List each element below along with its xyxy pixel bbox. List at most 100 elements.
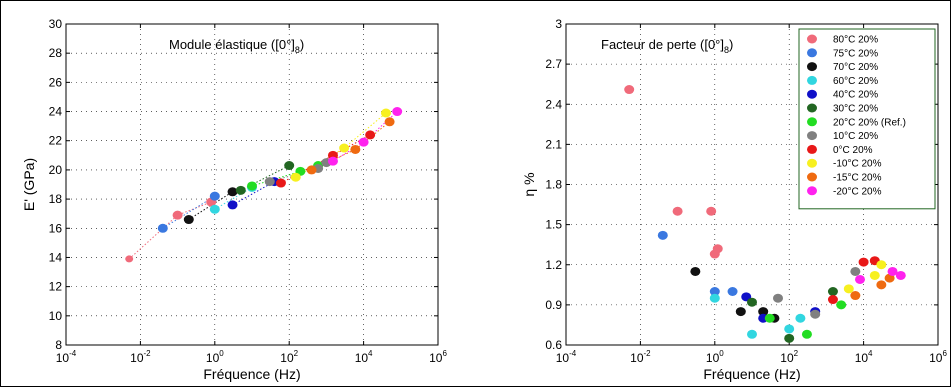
series-m20C <box>327 107 403 166</box>
x-tick-base: 10 <box>355 351 369 365</box>
legend-label: -15°C 20% <box>833 173 882 184</box>
legend-marker <box>807 103 817 113</box>
series-60C <box>709 293 806 339</box>
y-tick-label: 26 <box>49 75 63 89</box>
data-point <box>284 161 295 171</box>
legend-label: 10°C 20% <box>833 131 878 142</box>
series-m10C <box>290 108 391 182</box>
legend-label: -10°C 20% <box>833 159 882 170</box>
data-point <box>887 266 898 276</box>
x-tick-exponent: 2 <box>794 349 799 358</box>
x-tick-label: 10-4 <box>56 349 77 365</box>
legend-marker <box>807 172 817 182</box>
y-tick-label: 10 <box>49 309 63 323</box>
legend-box <box>798 28 936 210</box>
data-point <box>747 329 757 339</box>
legend-marker <box>807 144 817 154</box>
x-tick-label: 102 <box>780 349 798 365</box>
data-point <box>784 333 795 343</box>
x-tick-label: 10-2 <box>130 349 151 365</box>
data-point <box>672 206 683 216</box>
y-tick-label: 1.5 <box>545 218 562 232</box>
y-tick-label: 24 <box>49 105 63 119</box>
data-point <box>339 143 350 153</box>
x-tick-base: 10 <box>56 351 70 365</box>
x-tick-exponent: 0 <box>219 349 224 358</box>
data-point <box>764 313 775 323</box>
data-point <box>895 270 906 280</box>
chart-title-main: Module élastique ([0°] <box>169 37 295 52</box>
data-point <box>735 307 746 317</box>
data-point <box>876 260 887 270</box>
data-point <box>172 210 183 220</box>
x-tick-base: 10 <box>556 351 570 365</box>
x-tick-base: 10 <box>780 351 794 365</box>
data-point <box>850 291 861 301</box>
x-tick-label: 102 <box>280 349 298 365</box>
legend-label: 70°C 20% <box>833 62 878 73</box>
x-tick-exponent: 6 <box>442 349 447 358</box>
x-tick-base: 10 <box>280 351 294 365</box>
legend-marker <box>807 186 817 196</box>
data-point <box>758 307 769 317</box>
data-point <box>358 137 369 147</box>
y-tick-label: 2.4 <box>545 97 562 111</box>
legend-marker <box>807 75 817 85</box>
data-point <box>657 230 668 240</box>
x-tick-base: 10 <box>630 351 644 365</box>
chart-title-subscript: 8 <box>724 45 729 55</box>
data-point <box>247 181 257 191</box>
data-point <box>854 274 865 284</box>
y-tick-label: 14 <box>49 250 63 264</box>
series-20C <box>764 300 847 339</box>
legend-label: 75°C 20% <box>833 48 878 59</box>
x-tick-base: 10 <box>429 351 443 365</box>
series-m10C <box>843 260 887 294</box>
data-point <box>773 293 784 303</box>
x-tick-exponent: -2 <box>644 349 652 358</box>
y-tick-label: 1.2 <box>545 258 562 272</box>
x-tick-label: 106 <box>429 349 447 365</box>
data-point <box>850 266 861 276</box>
x-tick-exponent: 0 <box>719 349 724 358</box>
series-m15C <box>850 273 895 301</box>
data-point <box>227 200 238 210</box>
data-point <box>869 270 880 280</box>
legend-label: -20°C 20% <box>833 186 882 197</box>
x-tick-exponent: 4 <box>868 349 873 358</box>
data-point <box>843 284 854 294</box>
legend-marker <box>807 34 817 44</box>
legend-marker <box>807 158 817 168</box>
x-tick-base: 10 <box>706 351 720 365</box>
chart-title: Facteur de perte ([0°]8) <box>601 37 733 55</box>
x-tick-exponent: 4 <box>368 349 373 358</box>
x-tick-exponent: -4 <box>569 349 577 358</box>
data-point <box>712 244 723 254</box>
legend-marker <box>807 89 817 99</box>
data-point <box>784 324 795 334</box>
x-tick-base: 10 <box>206 351 220 365</box>
data-point <box>264 177 275 187</box>
series-75C <box>657 230 738 296</box>
chart-title-main: Facteur de perte ([0°] <box>601 37 724 52</box>
data-point <box>384 117 395 127</box>
legend-label: 0°C 20% <box>833 145 873 156</box>
data-point <box>275 178 286 188</box>
y-tick-label: 1.8 <box>545 178 562 192</box>
x-tick-label: 104 <box>855 349 873 365</box>
data-point <box>157 223 168 233</box>
series-line-m15C <box>311 121 390 171</box>
series-30C <box>747 287 838 343</box>
y-axis-label: η % <box>521 172 537 196</box>
data-point <box>827 295 838 305</box>
x-tick-label: 104 <box>355 349 373 365</box>
y-tick-label: 8 <box>55 338 62 352</box>
y-tick-label: 20 <box>49 163 63 177</box>
x-tick-base: 10 <box>855 351 869 365</box>
x-tick-exponent: -2 <box>144 349 152 358</box>
x-tick-label: 100 <box>706 349 724 365</box>
x-tick-base: 10 <box>130 351 144 365</box>
data-point <box>690 266 701 276</box>
